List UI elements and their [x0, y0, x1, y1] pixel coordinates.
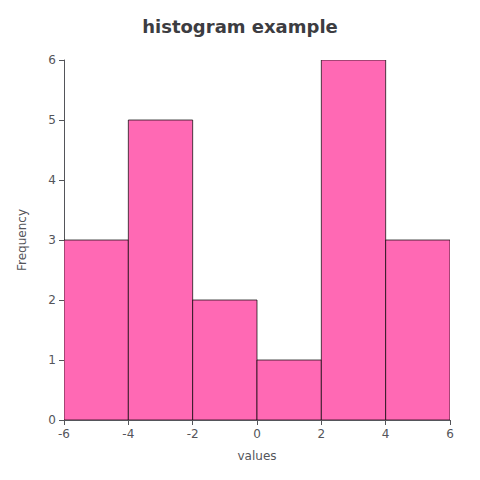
svg-text:2: 2 — [318, 427, 326, 441]
svg-text:values: values — [237, 449, 276, 463]
svg-text:1: 1 — [48, 353, 56, 367]
svg-text:5: 5 — [48, 113, 56, 127]
svg-text:6: 6 — [446, 427, 454, 441]
svg-text:0: 0 — [48, 413, 56, 427]
svg-text:histogram example: histogram example — [142, 16, 338, 37]
svg-text:6: 6 — [48, 53, 56, 67]
svg-text:-2: -2 — [187, 427, 199, 441]
svg-text:-4: -4 — [122, 427, 134, 441]
svg-text:Frequency: Frequency — [15, 209, 29, 271]
svg-text:-6: -6 — [58, 427, 70, 441]
svg-text:4: 4 — [48, 173, 56, 187]
svg-text:4: 4 — [382, 427, 390, 441]
svg-text:0: 0 — [253, 427, 261, 441]
svg-text:3: 3 — [48, 233, 56, 247]
svg-text:2: 2 — [48, 293, 56, 307]
